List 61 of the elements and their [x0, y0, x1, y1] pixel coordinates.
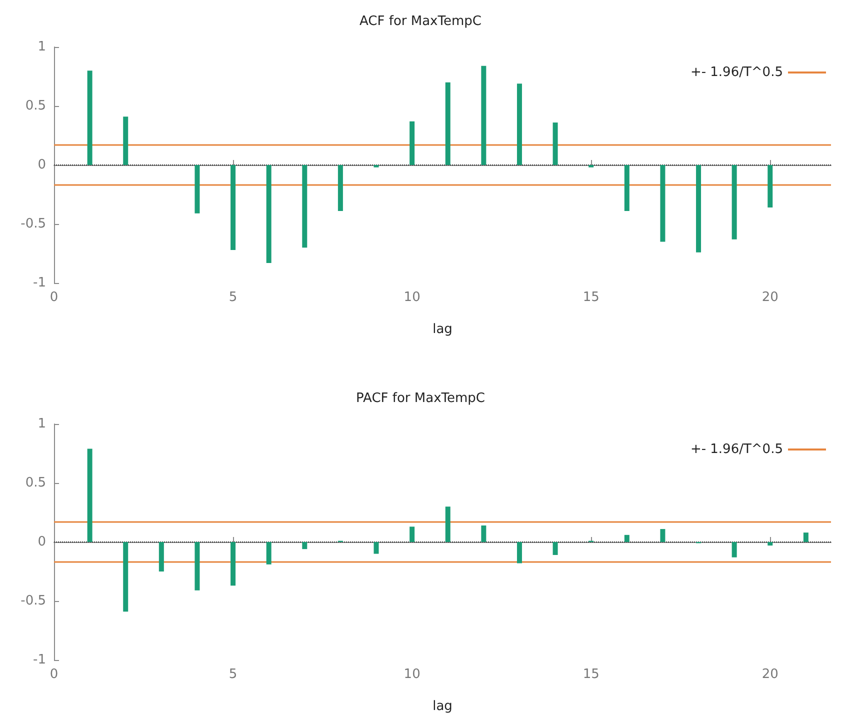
- bar: [410, 526, 415, 542]
- x-axis-title: lag: [432, 322, 452, 337]
- bar: [266, 542, 272, 564]
- bar: [230, 542, 236, 586]
- bar: [194, 542, 200, 590]
- bar: [516, 84, 522, 165]
- bar: [803, 532, 808, 542]
- bar: [445, 82, 450, 165]
- x-tick-label: 0: [50, 290, 58, 305]
- y-tick-label: -0.5: [20, 594, 46, 608]
- x-tick-label: 20: [762, 667, 778, 682]
- bar: [624, 534, 630, 542]
- bar: [194, 165, 200, 214]
- bar: [516, 542, 522, 564]
- x-tick-label: 10: [404, 667, 420, 682]
- x-tick-label: 5: [228, 290, 238, 305]
- y-tick-label: 0: [38, 534, 46, 550]
- x-axis-title: lag: [432, 699, 452, 714]
- bar: [732, 542, 737, 558]
- x-tick-label: 0: [50, 667, 58, 682]
- bar: [87, 70, 92, 165]
- chart-title: ACF for MaxTempC: [360, 14, 482, 29]
- bar: [374, 542, 379, 554]
- bar: [552, 542, 558, 555]
- y-tick-label: 1: [38, 416, 46, 432]
- bar: [410, 121, 415, 165]
- bar: [230, 165, 236, 250]
- x-tick-label: 15: [582, 290, 600, 305]
- bar: [696, 165, 702, 252]
- bar: [123, 542, 128, 612]
- bar: [481, 66, 486, 165]
- bar: [481, 525, 486, 542]
- bar: [266, 165, 272, 263]
- bar: [445, 506, 450, 542]
- chart-title: PACF for MaxTempC: [356, 391, 485, 406]
- y-tick-label: 0.5: [25, 476, 46, 490]
- bar: [87, 448, 92, 542]
- legend-label: +- 1.96/T^0.5: [690, 65, 783, 80]
- bar: [768, 165, 773, 208]
- y-tick-label: -0.5: [20, 216, 46, 232]
- bar: [302, 165, 308, 248]
- bar: [123, 116, 128, 165]
- bar: [660, 165, 666, 242]
- bar: [158, 542, 164, 572]
- x-tick-label: 15: [582, 667, 600, 682]
- y-tick-label: -1: [33, 652, 46, 668]
- y-tick-label: 0: [38, 158, 46, 172]
- bar: [338, 165, 343, 212]
- bar: [732, 165, 737, 240]
- y-tick-label: -1: [33, 276, 46, 290]
- bar: [624, 165, 630, 212]
- bar: [660, 529, 666, 542]
- x-tick-label: 5: [228, 667, 238, 682]
- x-tick-label: 10: [404, 290, 420, 305]
- y-tick-label: 0.5: [25, 98, 46, 114]
- x-tick-label: 20: [762, 290, 778, 305]
- y-tick-label: 1: [38, 40, 46, 54]
- bar: [768, 542, 773, 546]
- bar: [552, 122, 558, 165]
- bar: [302, 542, 308, 550]
- legend-label: +- 1.96/T^0.5: [690, 442, 783, 457]
